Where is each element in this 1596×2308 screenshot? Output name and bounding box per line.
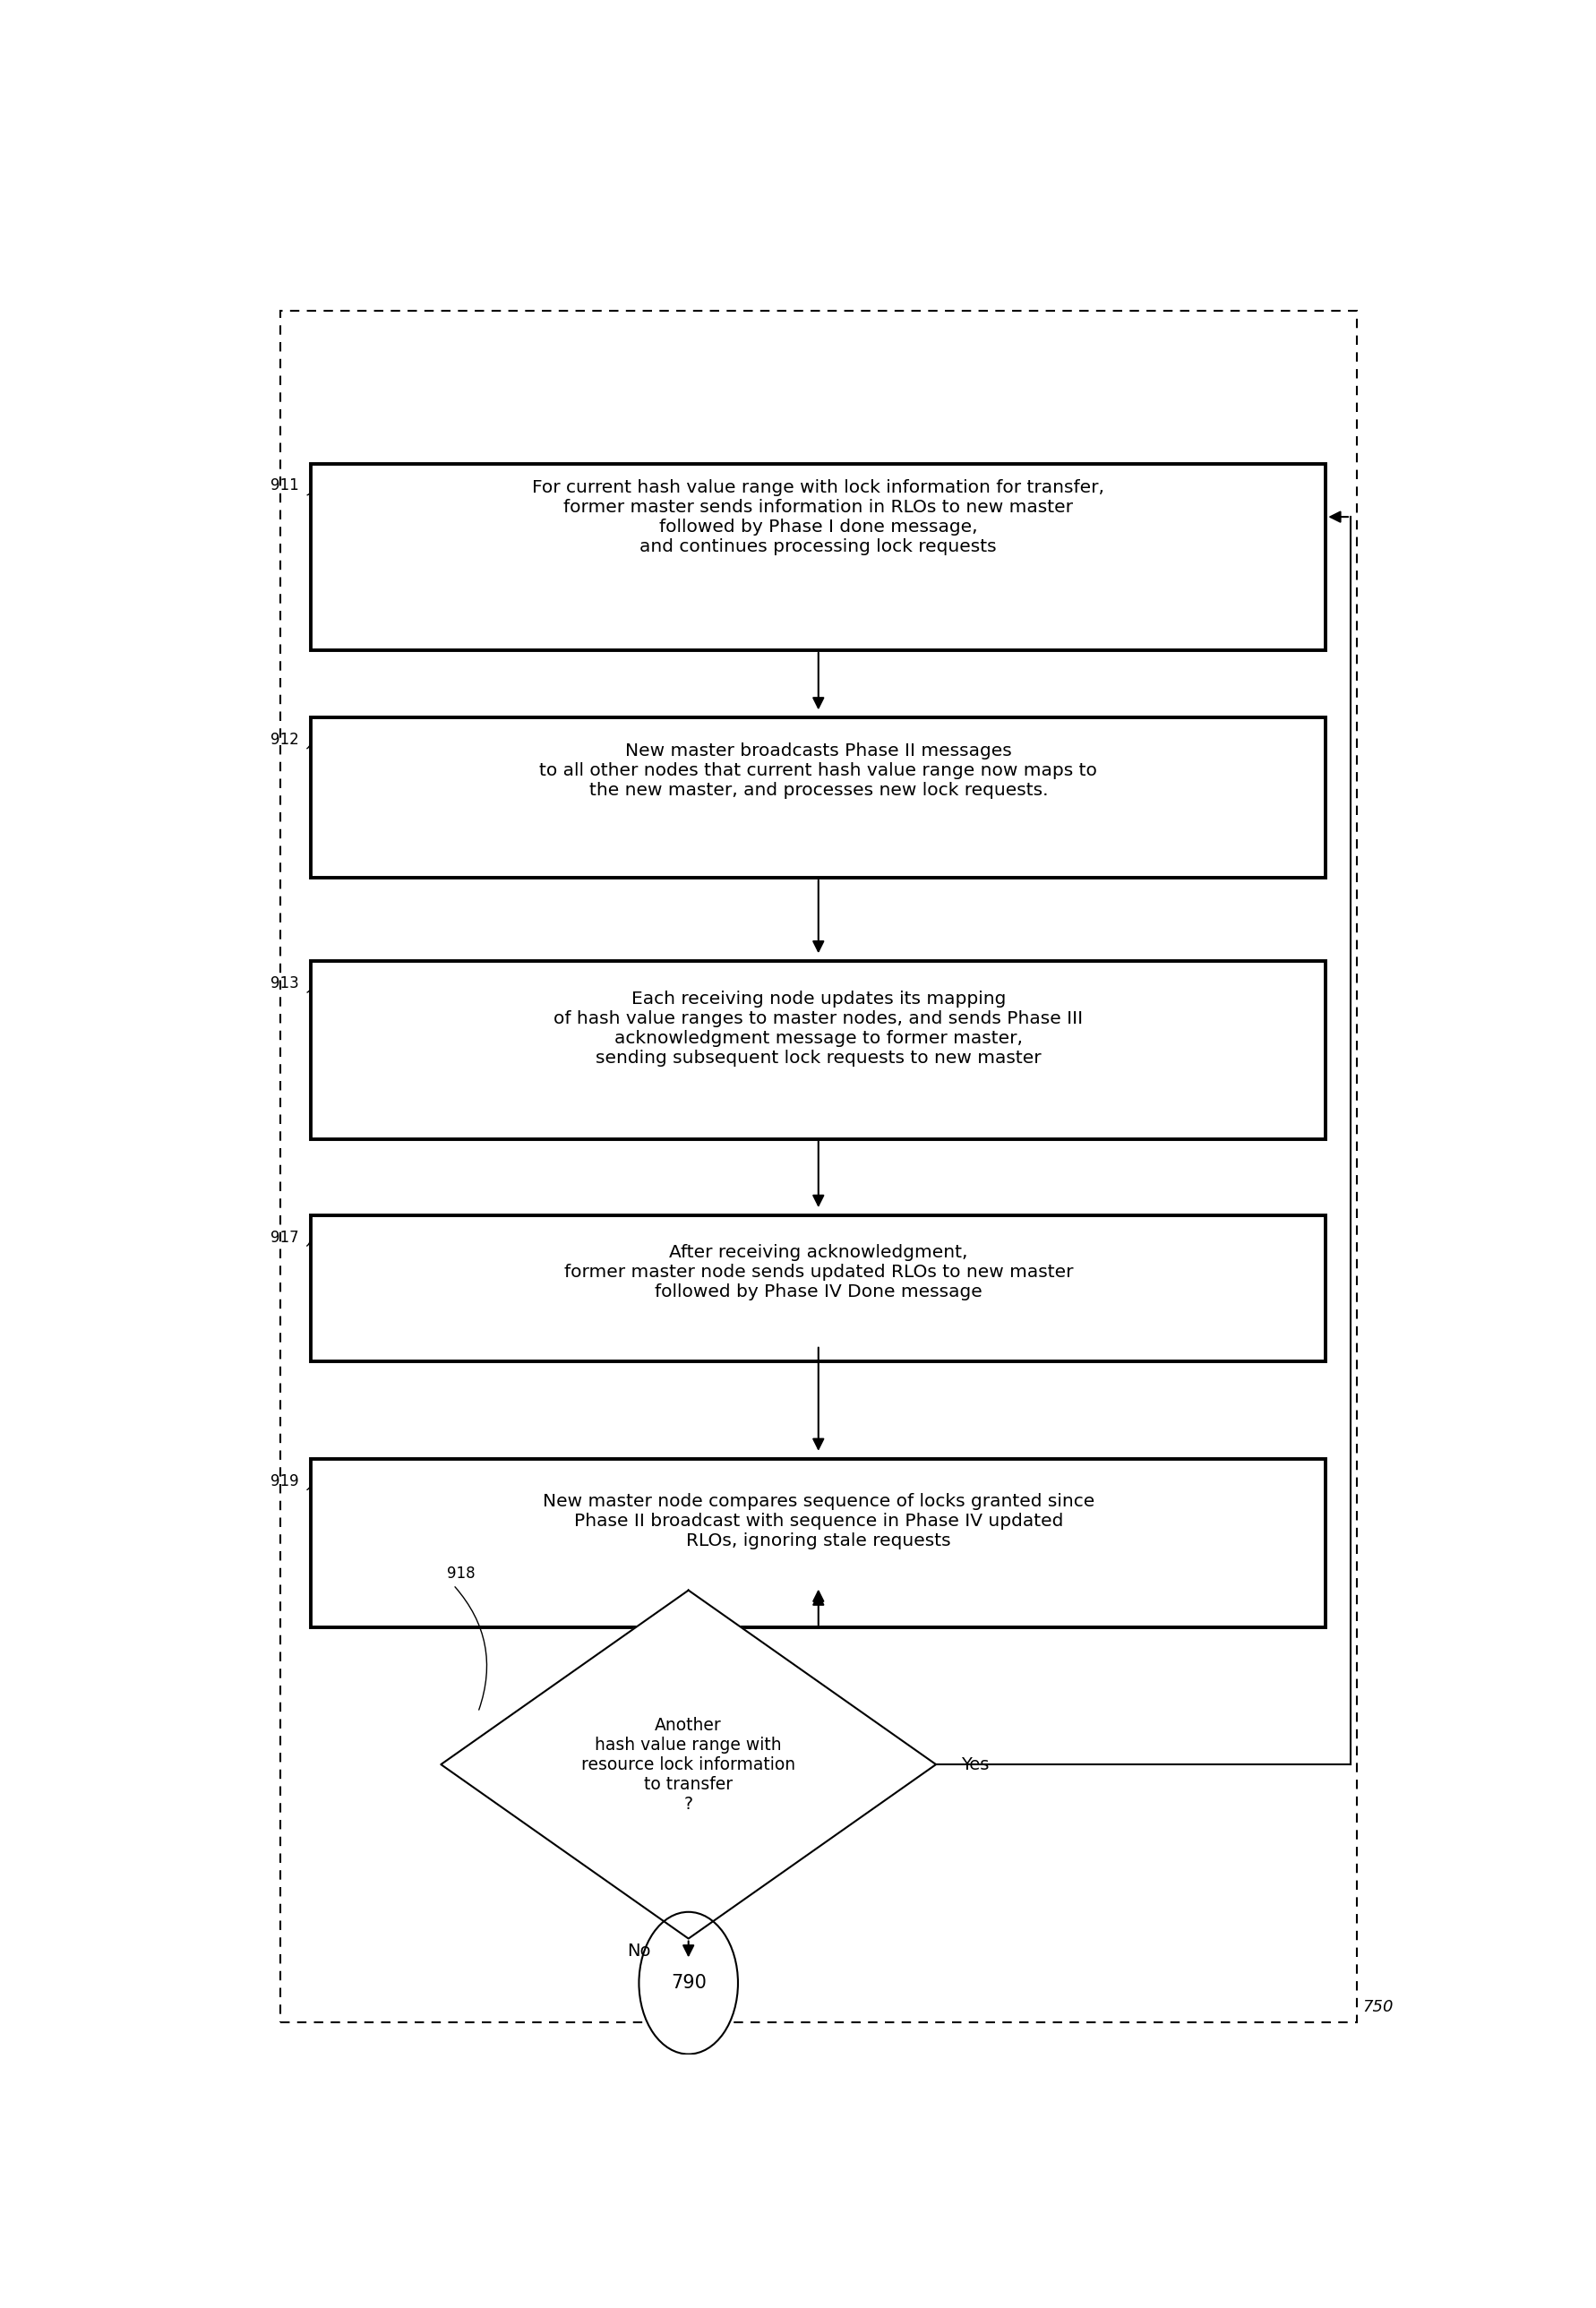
Bar [311,1459,1325,1627]
Text: 919: 919 [270,1473,298,1489]
Text: Another
hash value range with
resource lock information
to transfer
?: Another hash value range with resource l… [581,1717,795,1812]
Circle shape [638,1911,737,2054]
Text: Yes: Yes [961,1756,988,1773]
Text: 911: 911 [270,478,298,494]
Text: 913: 913 [270,976,298,992]
Bar [311,464,1325,651]
Text: 918: 918 [447,1565,476,1581]
Polygon shape [440,1590,935,1939]
Text: 917: 917 [270,1230,298,1246]
Text: Each receiving node updates its mapping
of hash value ranges to master nodes, an: Each receiving node updates its mapping … [554,990,1082,1066]
Text: 790: 790 [670,1973,705,1992]
Text: For current hash value range with lock information for transfer,
former master s: For current hash value range with lock i… [531,478,1104,554]
Bar [311,718,1325,877]
Text: No: No [627,1943,651,1959]
Text: New master broadcasts Phase II messages
to all other nodes that current hash val: New master broadcasts Phase II messages … [539,743,1096,799]
Text: After receiving acknowledgment,
former master node sends updated RLOs to new mas: After receiving acknowledgment, former m… [563,1244,1073,1299]
Bar [311,1216,1325,1362]
Text: 912: 912 [270,732,298,748]
Bar [311,960,1325,1138]
Bar [279,312,1357,2022]
Text: New master node compares sequence of locks granted since
Phase II broadcast with: New master node compares sequence of loc… [543,1493,1093,1549]
Text: 750: 750 [1363,1999,1393,2015]
